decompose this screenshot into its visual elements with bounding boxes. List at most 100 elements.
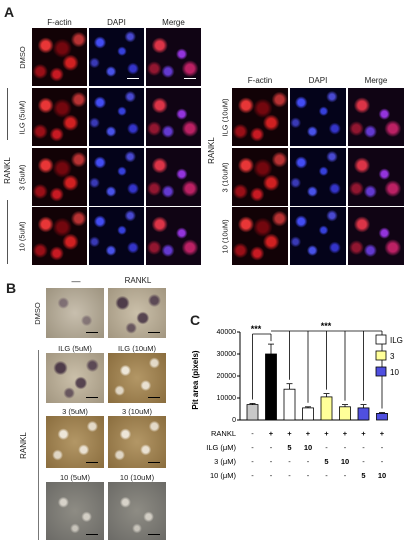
img-10-5-merge [146,207,201,265]
table-cell: - [381,457,384,466]
label-10-10-b: 10 (10uM) [119,473,155,482]
table-cell: - [344,443,347,452]
table-cell: - [288,471,291,480]
table-cell: - [381,443,384,452]
row-label-3-5: 3 (5uM) [17,164,27,190]
significance-label: *** [321,321,332,331]
chart-bars [246,343,388,421]
pit-img-ilg10 [108,353,166,403]
table-cell: - [325,443,328,452]
img-10-10-dapi [290,207,346,265]
header-dapi-left: DAPI [107,18,126,27]
img-ilg5-dapi [89,88,144,146]
y-tick-label: 0 [232,417,236,424]
table-cell: - [307,457,310,466]
legend: ILG 3 10 [375,334,403,377]
table-cell: + [306,429,311,438]
table-cell: - [362,443,365,452]
legend-label-ilg: ILG [390,336,403,345]
img-ilg10-dapi [290,88,346,146]
scale-bar [148,332,160,333]
legend-swatch-3 [375,350,387,361]
bar [283,388,296,421]
row-label-ilg10: ILG (10uM) [220,98,230,136]
img-ilg5-merge [146,88,201,146]
y-tick-label: 40000 [217,329,237,336]
img-dmso-dapi [89,28,144,86]
img-10-5-factin [32,207,87,265]
row-label-ilg10-wrap: ILG (10uM) [218,88,232,146]
table-cell: - [251,429,254,438]
pit-img-10-5 [46,482,104,540]
table-row-label: RANKL [211,429,236,438]
table-cell: - [362,457,365,466]
row-label-ilg5-wrap: ILG (5uM) [12,88,32,146]
table-cell: - [288,457,291,466]
table-cell: - [270,443,273,452]
rankl-label-b: RANKL [18,431,28,459]
table-cell: 10 [341,457,349,466]
row-label-10-5-wrap: 10 (5uM) [12,207,32,265]
pit-img-ilg5 [46,353,104,403]
row-label-dmso-wrap: DMSO [12,28,32,86]
panel-b-letter: B [6,280,17,296]
significance-label: *** [251,324,262,334]
img-ilg5-factin [32,88,87,146]
table-cell: + [361,429,366,438]
header-merge-right: Merge [364,76,388,85]
row-label-dmso: DMSO [17,45,27,69]
pit-area-chart: Pit area (pixels) 0 10000 20000 30000 40… [191,321,403,480]
scale-bar [148,462,160,463]
scale-bar [86,462,98,463]
label-ilg10-b: ILG (10uM) [118,344,156,353]
table-cell: 5 [361,471,365,480]
label-3-5-b: 3 (5uM) [62,407,88,416]
row-label-10-10: 10 (10uM) [220,218,230,254]
table-row-label: 10 (μM) [210,471,236,480]
y-tick-label: 30000 [217,351,237,358]
row-label-3-5-wrap: 3 (5uM) [12,148,32,206]
pit-img-control [46,288,104,338]
img-3-10-factin [232,148,288,206]
pit-img-10-10 [108,482,166,540]
row-label-3-10-wrap: 3 (10uM) [218,148,232,206]
table-cell: - [270,471,273,480]
table-cell: + [324,429,329,438]
bar [246,404,259,421]
img-3-5-dapi [89,148,144,206]
table-cell: - [251,443,254,452]
label-3-10-b: 3 (10uM) [121,407,152,416]
table-cell: + [343,429,348,438]
table-cell: - [325,471,328,480]
img-3-5-factin [32,148,87,206]
img-3-10-dapi [290,148,346,206]
table-cell: 10 [304,443,312,452]
pit-img-rankl [108,288,166,338]
img-ilg10-merge [348,88,404,146]
panel-a-letter: A [4,4,15,20]
legend-label-3: 3 [390,352,395,361]
label-ilg5-b: ILG (5uM) [58,344,92,353]
condition-table: RANKL - + + + + + + + ILG (μM) - - 5 10 - - - - 3 (μM) - - - -… [206,429,386,480]
scale-bar [86,332,98,333]
y-tick-label: 20000 [217,373,237,380]
table-cell: - [251,471,254,480]
bar [320,396,333,421]
table-cell: + [287,429,292,438]
table-cell: + [269,429,274,438]
bar [302,407,314,421]
row-label-3-10: 3 (10uM) [220,161,230,193]
table-cell: + [380,429,385,438]
img-dmso-merge [146,28,201,86]
rankl-bracket-b [38,350,39,540]
header-factin-right: F-actin [247,76,273,85]
row-label-ilg5: ILG (5uM) [17,100,27,134]
label-10-5-b: 10 (5uM) [59,473,90,482]
header-merge-left: Merge [162,18,185,27]
significance-brackets [252,330,383,409]
img-10-10-factin [232,207,288,265]
table-cell: - [270,457,273,466]
row-label-dmso-b-wrap: DMSO [28,288,46,338]
bar [265,353,277,421]
legend-swatch-10 [375,366,387,377]
